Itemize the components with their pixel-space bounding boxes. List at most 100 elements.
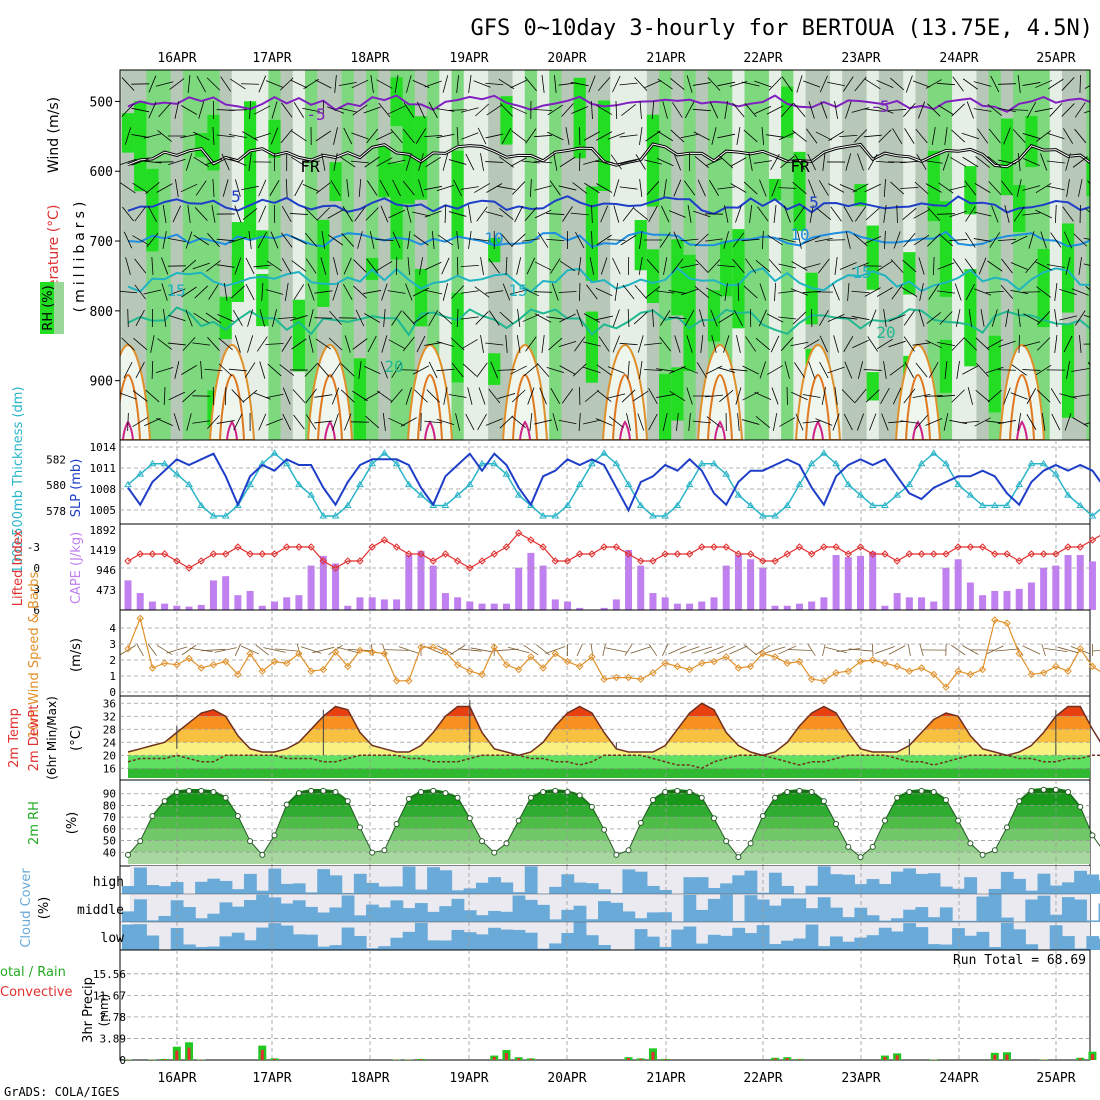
cloud-cell	[768, 872, 782, 894]
wind-barb	[744, 102, 757, 118]
wind-barb	[881, 413, 889, 431]
wind-barb	[680, 288, 699, 296]
wind-barb	[134, 206, 146, 222]
day-label-bottom: 24APR	[939, 1071, 978, 1086]
wind-barb	[151, 360, 154, 380]
wind-barb	[754, 80, 772, 88]
wind-barb	[1096, 291, 1100, 293]
wind-barb	[965, 232, 976, 248]
wind10-barb	[494, 648, 519, 652]
wind-barb	[132, 416, 149, 428]
wind-barb	[684, 309, 695, 327]
temp-tick-label: 32	[103, 710, 116, 723]
wind10-line-point	[563, 657, 572, 666]
wind-barb	[705, 157, 723, 167]
wind-barb	[936, 290, 955, 294]
rh-column	[756, 70, 770, 440]
wind-barb	[314, 420, 333, 424]
cape-bar	[417, 550, 425, 610]
wind10-barb	[822, 643, 826, 657]
wind-barb	[343, 127, 353, 145]
wind-barb	[997, 239, 1017, 241]
wind-barb	[998, 159, 1016, 165]
wind-barb	[510, 105, 528, 115]
rh-line-point	[894, 794, 901, 801]
wind-barb	[819, 75, 828, 93]
lifted-index-point	[283, 543, 291, 551]
cape-bar	[722, 565, 730, 610]
wind10-line-point	[612, 673, 621, 682]
wind-barb	[780, 103, 794, 117]
wind-barb	[857, 153, 864, 171]
wind10-line-point	[136, 614, 144, 623]
label-wind10: 10m Wind Speed & Barbs	[27, 572, 42, 739]
wind-barb	[395, 256, 398, 276]
wind-barb	[265, 418, 284, 426]
pressure-tick-label: 600	[90, 165, 113, 180]
cape-bar	[857, 555, 864, 610]
rh-line-point	[955, 817, 962, 824]
wind-barb	[684, 101, 695, 119]
cloud-cell	[1013, 929, 1026, 950]
wind-barb	[705, 394, 723, 398]
wind-barb	[485, 290, 504, 294]
cloud-cell	[891, 918, 904, 922]
wind-barb	[425, 156, 442, 168]
wind-barb	[648, 413, 658, 431]
wind-barb	[123, 231, 133, 249]
wind-barb	[792, 181, 807, 195]
wind-barb	[792, 130, 807, 142]
wind-barb	[619, 159, 638, 165]
lifted-index-point	[930, 550, 938, 558]
wind10-line-point	[185, 654, 193, 663]
cape-bar	[612, 599, 620, 610]
wind10-line-point	[710, 657, 718, 666]
wind-barb	[851, 315, 870, 321]
wind-barb	[241, 185, 259, 191]
cloud-cell	[231, 906, 245, 922]
wind-barb	[200, 360, 203, 380]
rh-high-patch	[939, 201, 953, 297]
wind-barb	[696, 362, 707, 378]
cloud-cell	[585, 883, 599, 894]
wind-barb	[307, 283, 315, 301]
cloud-cell	[256, 927, 269, 950]
wind-barb	[460, 290, 479, 294]
wind-barb	[988, 181, 1002, 195]
wind-barb	[828, 183, 845, 193]
wind-barb	[293, 284, 305, 300]
wind-barb	[151, 256, 154, 276]
cape-bar	[515, 567, 523, 610]
wind-barb	[902, 259, 917, 273]
wind-barb	[1063, 128, 1074, 144]
wind-barb	[711, 127, 717, 145]
wind-barb	[378, 102, 391, 118]
wind-barb	[143, 289, 162, 295]
wind-barb	[803, 339, 820, 349]
cloud-cell	[121, 911, 135, 922]
surface-plume-inner	[219, 373, 245, 440]
cloud-cell	[622, 911, 636, 922]
contour-label: FR	[300, 157, 320, 176]
wind-barb	[753, 160, 772, 164]
wind-barb	[181, 259, 197, 273]
wind-barb	[363, 290, 382, 294]
wind-barb	[936, 82, 955, 86]
wind-barb	[476, 362, 488, 378]
cloud-cell	[1000, 871, 1014, 894]
wind10-barb	[458, 648, 482, 652]
lifted-index-point	[417, 550, 425, 558]
wind-barb	[316, 207, 330, 221]
rh-line-point	[906, 789, 913, 795]
rh-line-point	[491, 849, 498, 856]
wind-barb	[1061, 103, 1075, 117]
cloud-cell	[585, 935, 599, 950]
cloud-cell	[976, 931, 990, 950]
lifted-index-point	[966, 543, 975, 551]
cloud-cell	[134, 924, 147, 950]
wind-barb	[883, 205, 887, 223]
wind-barb	[572, 182, 588, 194]
cloud-cell	[549, 943, 562, 950]
wind-barb	[1046, 264, 1065, 268]
cloud-cell	[536, 904, 550, 922]
